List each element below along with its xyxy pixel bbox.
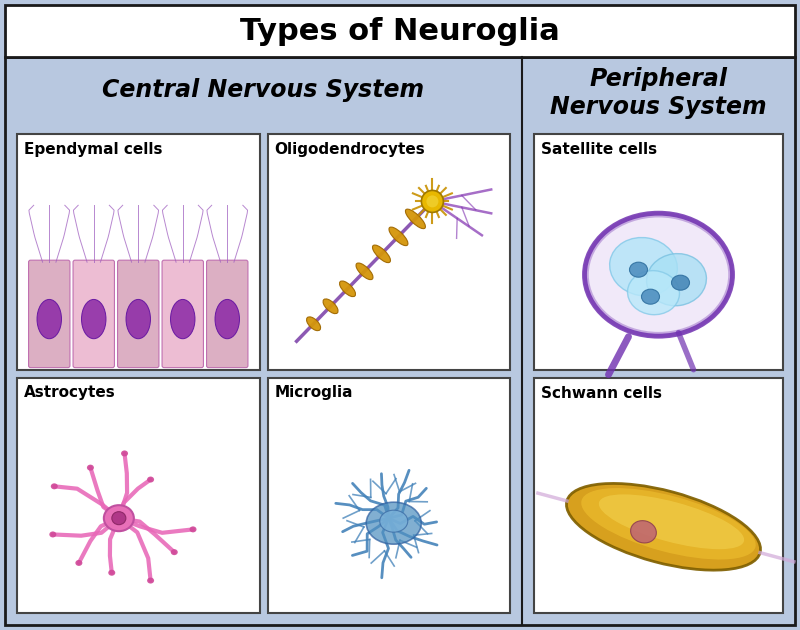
Bar <box>17 377 259 613</box>
Text: Types of Neuroglia: Types of Neuroglia <box>240 16 560 45</box>
Ellipse shape <box>366 502 422 544</box>
Ellipse shape <box>108 570 115 576</box>
Ellipse shape <box>104 505 134 531</box>
Ellipse shape <box>599 495 744 549</box>
Ellipse shape <box>642 289 659 304</box>
Ellipse shape <box>112 512 126 525</box>
Ellipse shape <box>126 299 150 339</box>
Text: Astrocytes: Astrocytes <box>24 386 116 401</box>
Text: Schwann cells: Schwann cells <box>541 386 662 401</box>
FancyBboxPatch shape <box>206 260 248 368</box>
Ellipse shape <box>406 209 426 229</box>
Bar <box>534 377 783 613</box>
Ellipse shape <box>627 271 679 315</box>
Ellipse shape <box>170 549 178 555</box>
Ellipse shape <box>389 227 408 246</box>
Text: Satellite cells: Satellite cells <box>541 142 657 157</box>
Ellipse shape <box>630 520 656 543</box>
Ellipse shape <box>147 578 154 583</box>
Ellipse shape <box>582 488 756 559</box>
Text: Central Nervous System: Central Nervous System <box>102 77 425 101</box>
Ellipse shape <box>373 245 390 263</box>
Ellipse shape <box>566 483 761 570</box>
Ellipse shape <box>82 299 106 339</box>
FancyBboxPatch shape <box>162 260 203 368</box>
Bar <box>17 134 259 370</box>
Ellipse shape <box>190 527 197 532</box>
Bar <box>5 5 795 57</box>
Ellipse shape <box>356 263 373 280</box>
Ellipse shape <box>147 476 154 483</box>
Ellipse shape <box>87 465 94 471</box>
Text: Oligodendrocytes: Oligodendrocytes <box>274 142 426 157</box>
FancyBboxPatch shape <box>73 260 114 368</box>
Ellipse shape <box>50 532 56 537</box>
Ellipse shape <box>630 262 647 277</box>
Text: Ependymal cells: Ependymal cells <box>24 142 162 157</box>
FancyBboxPatch shape <box>118 260 159 368</box>
Bar <box>267 377 510 613</box>
Ellipse shape <box>50 483 58 490</box>
Text: Microglia: Microglia <box>274 386 353 401</box>
Ellipse shape <box>339 281 355 297</box>
Ellipse shape <box>215 299 239 339</box>
Ellipse shape <box>426 195 438 207</box>
Ellipse shape <box>306 317 321 331</box>
Ellipse shape <box>323 299 338 314</box>
Bar <box>534 134 783 370</box>
Text: Peripheral
Nervous System: Peripheral Nervous System <box>550 67 767 118</box>
Ellipse shape <box>170 299 195 339</box>
FancyBboxPatch shape <box>29 260 70 368</box>
Ellipse shape <box>422 190 443 212</box>
Ellipse shape <box>610 238 678 296</box>
Ellipse shape <box>646 254 706 306</box>
Ellipse shape <box>380 510 408 532</box>
Ellipse shape <box>121 450 128 456</box>
Ellipse shape <box>586 215 731 335</box>
Ellipse shape <box>671 275 690 290</box>
Bar <box>267 134 510 370</box>
Ellipse shape <box>75 560 82 566</box>
Ellipse shape <box>37 299 62 339</box>
